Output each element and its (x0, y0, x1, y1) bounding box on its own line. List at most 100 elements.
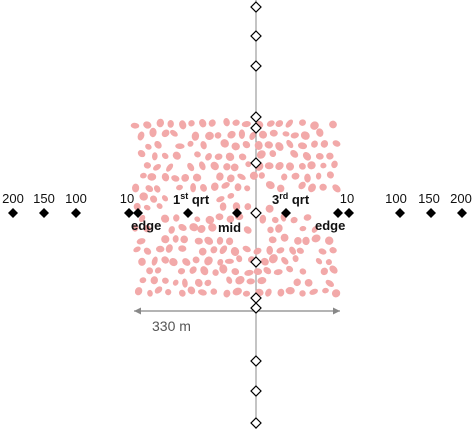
plot-blob (286, 139, 294, 149)
plot-blob (143, 162, 151, 169)
plot-blob (275, 224, 283, 233)
plot-blob (281, 173, 288, 181)
plot-blob (235, 275, 245, 285)
plot-blob (224, 258, 234, 264)
plot-blob (199, 161, 206, 171)
plot-blob (315, 172, 322, 180)
open-diamond-icon (250, 417, 262, 429)
plot-blob (178, 223, 187, 232)
plot-blob (187, 162, 195, 172)
plot-blob (198, 247, 207, 256)
plot-blob (299, 225, 307, 232)
plot-blob (282, 131, 290, 137)
plot-blob (264, 141, 273, 149)
plot-blob (143, 121, 152, 129)
plot-blob (253, 247, 262, 255)
plot-blob (232, 287, 242, 296)
plot-blob (226, 215, 235, 223)
plot-blob (257, 277, 267, 285)
plot-blob (226, 174, 235, 183)
plot-blob (280, 233, 289, 242)
plot-blob (291, 172, 300, 180)
plot-blob (214, 153, 223, 160)
plot-blob (208, 119, 216, 127)
plot-blob (166, 163, 174, 172)
plot-blob (265, 204, 274, 213)
plot-blob (260, 257, 269, 266)
plot-blob (151, 256, 158, 266)
mid-label: mid (218, 220, 241, 235)
plot-blob (216, 196, 225, 203)
plot-blob (219, 245, 228, 254)
plot-blob (269, 150, 277, 158)
plot-blob (187, 140, 194, 147)
scale-bar (134, 307, 340, 315)
plot-blob (320, 162, 327, 169)
plot-blob (244, 203, 252, 211)
first-quarter-label: 1st qrt (173, 191, 210, 207)
plot-blob (246, 278, 255, 285)
filled-diamond-icon (426, 208, 436, 218)
plot-blob (136, 238, 146, 245)
plot-blob (138, 214, 146, 223)
plot-blob (194, 278, 203, 287)
plot-blob (249, 131, 256, 141)
plot-blob (304, 173, 311, 183)
plot-blob (289, 246, 297, 255)
plot-blob (150, 276, 159, 285)
plot-blob (200, 266, 209, 276)
sample-points (8, 1, 467, 429)
plot-blob (230, 247, 240, 256)
plot-blob (205, 215, 215, 225)
plot-blob (258, 130, 268, 139)
plot-blob (285, 162, 295, 171)
plot-blob (133, 202, 141, 211)
plot-blob (172, 235, 179, 243)
plot-blob (263, 266, 272, 275)
plot-blob (320, 140, 329, 148)
plot-blob (161, 129, 170, 138)
plot-blob (172, 279, 179, 286)
plot-blob (165, 288, 172, 296)
plot-blob (162, 277, 169, 284)
plot-blob (277, 184, 285, 193)
plot-blob (204, 236, 214, 245)
plot-blob (237, 173, 246, 180)
plot-blob (276, 247, 285, 254)
plot-blob (182, 278, 188, 288)
plot-blob (197, 225, 206, 233)
plot-blob (176, 184, 183, 191)
plot-blob (258, 172, 265, 179)
plot-blob (269, 254, 278, 264)
plot-blob (244, 269, 254, 276)
plot-blob (307, 161, 316, 170)
plot-blob (188, 120, 195, 127)
plot-blob (227, 130, 236, 139)
plot-blob (325, 236, 334, 245)
plot-blob (169, 258, 178, 267)
plot-blob (194, 237, 203, 245)
plot-blob (296, 247, 304, 254)
plot-blob (137, 131, 145, 141)
plot-blob (175, 143, 185, 150)
plot-blob (232, 202, 241, 211)
plot-blob (241, 121, 251, 128)
plot-blob (204, 256, 213, 266)
plot-blob (172, 151, 181, 160)
plot-blob (290, 216, 298, 224)
plot-blob (177, 268, 186, 275)
plot-blob (232, 119, 240, 126)
plot-blob (171, 175, 180, 182)
plot-blob (178, 245, 187, 252)
plot-blob (329, 265, 338, 274)
plot-blob (138, 257, 146, 266)
plot-blob (204, 279, 212, 287)
plot-blob (277, 288, 285, 297)
plot-blob (182, 258, 191, 266)
plot-blob (331, 160, 338, 169)
plot-blob (302, 236, 310, 246)
distance-label-right-200: 200 (450, 191, 472, 206)
plot-blob (231, 142, 240, 151)
plot-blob (326, 171, 334, 179)
